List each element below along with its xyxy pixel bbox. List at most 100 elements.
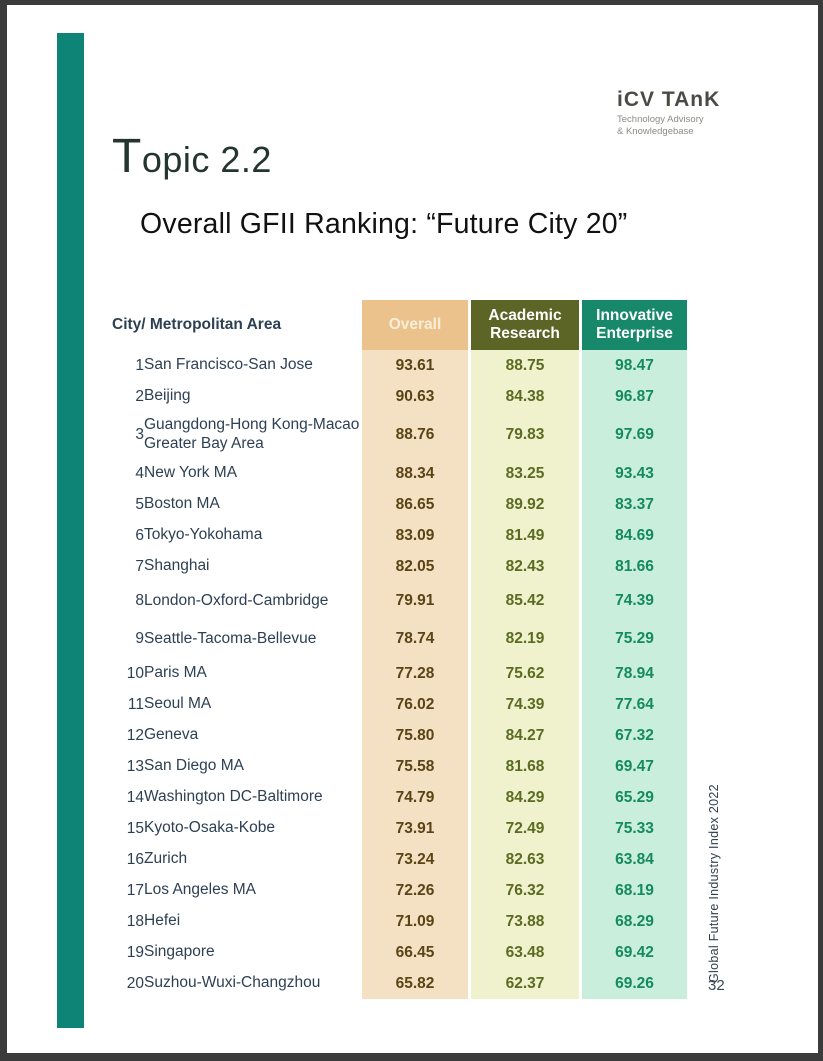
innovative-score-cell: 75.33 xyxy=(579,813,687,844)
column-header-innovative-enterprise: Innovative Enterprise xyxy=(579,300,687,350)
innovative-score-cell: 78.94 xyxy=(579,658,687,689)
column-header-overall: Overall xyxy=(362,300,468,350)
table-row: 17 Los Angeles MA 72.26 76.32 68.19 xyxy=(112,875,687,906)
table-row: 11 Seoul MA 76.02 74.39 77.64 xyxy=(112,689,687,720)
academic-score-cell: 88.75 xyxy=(468,350,579,381)
overall-score-cell: 74.79 xyxy=(362,782,468,813)
city-cell: Shanghai xyxy=(144,557,210,575)
overall-score-cell: 83.09 xyxy=(362,520,468,551)
innovative-score-cell: 68.29 xyxy=(579,906,687,937)
rank-cell: 8 xyxy=(135,592,144,609)
innovative-score-cell: 69.26 xyxy=(579,968,687,999)
page-title-initial: T xyxy=(112,130,142,183)
table-row: 20 Suzhou-Wuxi-Changzhou 65.82 62.37 69.… xyxy=(112,968,687,999)
table-row: 14 Washington DC-Baltimore 74.79 84.29 6… xyxy=(112,782,687,813)
city-cell: Guangdong-Hong Kong-Macao Greater Bay Ar… xyxy=(144,416,360,452)
academic-score-cell: 84.27 xyxy=(468,720,579,751)
company-logo: iCV TAnK Technology Advisory & Knowledge… xyxy=(617,89,747,139)
academic-score-cell: 81.49 xyxy=(468,520,579,551)
city-cell: Washington DC-Baltimore xyxy=(144,788,323,806)
city-cell: Zurich xyxy=(144,850,188,868)
innovative-score-cell: 69.47 xyxy=(579,751,687,782)
innovative-score-cell: 93.43 xyxy=(579,458,687,489)
academic-score-cell: 82.19 xyxy=(468,620,579,658)
academic-score-cell: 83.25 xyxy=(468,458,579,489)
rank-cell: 11 xyxy=(127,695,144,713)
overall-score-cell: 88.76 xyxy=(362,412,468,458)
rank-cell: 6 xyxy=(135,526,144,544)
page-number: 32 xyxy=(708,977,725,994)
academic-score-cell: 85.42 xyxy=(468,582,579,620)
rank-cell: 19 xyxy=(126,943,144,961)
innovative-score-cell: 83.37 xyxy=(579,489,687,520)
innovative-score-cell: 63.84 xyxy=(579,844,687,875)
overall-score-cell: 79.91 xyxy=(362,582,468,620)
rank-cell: 10 xyxy=(126,664,144,682)
city-cell: Suzhou-Wuxi-Changzhou xyxy=(144,974,321,992)
academic-score-cell: 81.68 xyxy=(468,751,579,782)
city-cell: Boston MA xyxy=(144,495,220,513)
ranking-table: City/ Metropolitan Area Overall Academic… xyxy=(112,300,687,999)
city-cell: Tokyo-Yokohama xyxy=(144,526,263,544)
page-subtitle: Overall GFII Ranking: “Future City 20” xyxy=(140,208,628,240)
column-header-city: City/ Metropolitan Area xyxy=(112,316,282,333)
table-row: 13 San Diego MA 75.58 81.68 69.47 xyxy=(112,751,687,782)
logo-tagline: Technology Advisory & Knowledgebase xyxy=(617,114,747,139)
academic-score-cell: 72.49 xyxy=(468,813,579,844)
table-row: 5 Boston MA 86.65 89.92 83.37 xyxy=(112,489,687,520)
rank-cell: 14 xyxy=(126,788,144,806)
table-row: 12 Geneva 75.80 84.27 67.32 xyxy=(112,720,687,751)
innovative-score-cell: 84.69 xyxy=(579,520,687,551)
overall-score-cell: 73.24 xyxy=(362,844,468,875)
city-cell: San Diego MA xyxy=(144,757,244,775)
rank-cell: 7 xyxy=(135,557,144,575)
overall-score-cell: 72.26 xyxy=(362,875,468,906)
academic-score-cell: 84.38 xyxy=(468,381,579,412)
innovative-score-cell: 97.69 xyxy=(579,412,687,458)
innovative-score-cell: 69.42 xyxy=(579,937,687,968)
academic-score-cell: 82.63 xyxy=(468,844,579,875)
table-body: 1 San Francisco-San Jose 93.61 88.75 98.… xyxy=(112,350,687,999)
overall-score-cell: 75.80 xyxy=(362,720,468,751)
rank-cell: 5 xyxy=(135,495,144,513)
innovative-score-cell: 96.87 xyxy=(579,381,687,412)
innovative-score-cell: 68.19 xyxy=(579,875,687,906)
academic-score-cell: 62.37 xyxy=(468,968,579,999)
logo-tagline-line2: & Knowledgebase xyxy=(617,126,694,138)
table-row: 16 Zurich 73.24 82.63 63.84 xyxy=(112,844,687,875)
table-row: 2 Beijing 90.63 84.38 96.87 xyxy=(112,381,687,412)
academic-score-cell: 63.48 xyxy=(468,937,579,968)
rank-cell: 1 xyxy=(135,356,144,374)
academic-score-cell: 79.83 xyxy=(468,412,579,458)
academic-score-cell: 89.92 xyxy=(468,489,579,520)
city-cell: Seoul MA xyxy=(144,695,212,713)
table-header-row: City/ Metropolitan Area Overall Academic… xyxy=(112,300,687,350)
academic-score-cell: 76.32 xyxy=(468,875,579,906)
innovative-score-cell: 75.29 xyxy=(579,620,687,658)
innovative-score-cell: 74.39 xyxy=(579,582,687,620)
page-title: Topic 2.2 xyxy=(112,133,272,181)
city-cell: New York MA xyxy=(144,464,238,482)
rank-cell: 18 xyxy=(126,912,144,930)
city-cell: Singapore xyxy=(144,943,215,961)
academic-score-cell: 82.43 xyxy=(468,551,579,582)
overall-score-cell: 65.82 xyxy=(362,968,468,999)
academic-score-cell: 84.29 xyxy=(468,782,579,813)
table-row: 9 Seattle-Tacoma-Bellevue 78.74 82.19 75… xyxy=(112,620,687,658)
rank-cell: 20 xyxy=(126,974,144,992)
overall-score-cell: 75.58 xyxy=(362,751,468,782)
document-page: iCV TAnK Technology Advisory & Knowledge… xyxy=(7,5,818,1053)
rank-cell: 16 xyxy=(126,850,144,868)
rank-cell: 2 xyxy=(135,387,144,405)
rank-cell: 13 xyxy=(126,757,144,775)
logo-wordmark: iCV TAnK xyxy=(617,88,721,111)
overall-score-cell: 88.34 xyxy=(362,458,468,489)
city-cell: Paris MA xyxy=(144,664,207,682)
innovative-score-cell: 81.66 xyxy=(579,551,687,582)
page-title-rest: opic 2.2 xyxy=(141,139,272,180)
table-row: 8 London-Oxford-Cambridge 79.91 85.42 74… xyxy=(112,582,687,620)
table-row: 3 Guangdong-Hong Kong-Macao Greater Bay … xyxy=(112,412,687,458)
overall-score-cell: 82.05 xyxy=(362,551,468,582)
overall-score-cell: 71.09 xyxy=(362,906,468,937)
